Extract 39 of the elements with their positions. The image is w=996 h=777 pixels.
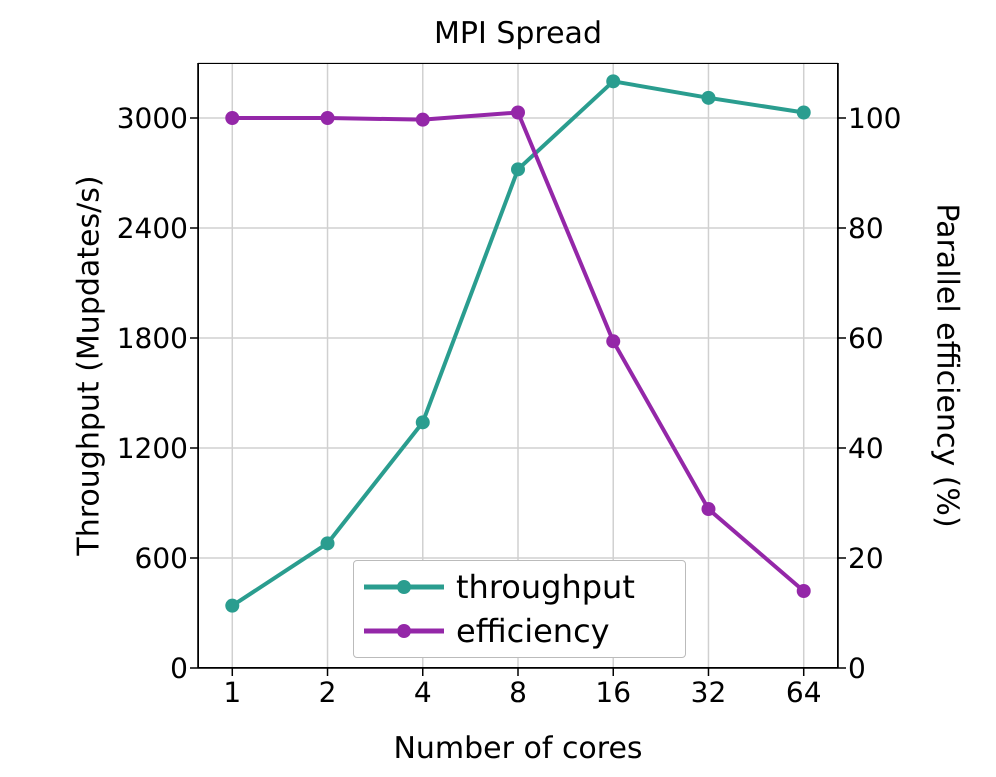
y-tick-label: 600 <box>134 542 188 575</box>
point <box>796 584 811 598</box>
y2-tick-label: 100 <box>848 102 902 135</box>
point <box>511 106 525 120</box>
y2-axis-title: Parallel efficiency (%) <box>929 203 964 528</box>
point <box>701 90 716 105</box>
x-tick-label: 64 <box>786 676 822 709</box>
x-tick-label: 32 <box>690 676 726 709</box>
y-tick-label: 0 <box>170 652 188 685</box>
x-axis-title: Number of cores <box>393 731 643 766</box>
y2-tick-label: 40 <box>848 432 884 465</box>
legend-label: throughput <box>456 568 635 606</box>
point <box>606 74 620 88</box>
y2-tick-label: 60 <box>848 322 884 355</box>
point <box>416 415 430 430</box>
point <box>796 106 811 120</box>
y-tick-label: 1800 <box>116 322 188 355</box>
x-tick-label: 2 <box>318 676 336 709</box>
y-tick-label: 3000 <box>116 102 188 135</box>
x-tick-label: 8 <box>509 676 527 709</box>
y-tick-label: 1200 <box>116 432 188 465</box>
point <box>416 112 430 127</box>
y2-tick-label: 0 <box>848 652 866 685</box>
y-axis-title: Throughput (Mupdates/s) <box>72 175 107 557</box>
x-tick-label: 16 <box>595 676 632 709</box>
x-tick-label: 1 <box>223 676 242 709</box>
legend-label: efficiency <box>456 612 610 650</box>
point <box>606 334 620 348</box>
point <box>511 162 525 176</box>
y2-tick-label: 20 <box>848 542 884 575</box>
y-tick-label: 2400 <box>116 212 188 245</box>
point <box>320 536 335 550</box>
point <box>225 111 240 125</box>
point <box>701 502 716 516</box>
y2-tick-label: 80 <box>848 212 884 245</box>
chart-title: MPI Spread <box>432 16 603 51</box>
x-tick-label: 4 <box>414 676 432 709</box>
point <box>225 598 240 613</box>
point <box>320 111 335 125</box>
